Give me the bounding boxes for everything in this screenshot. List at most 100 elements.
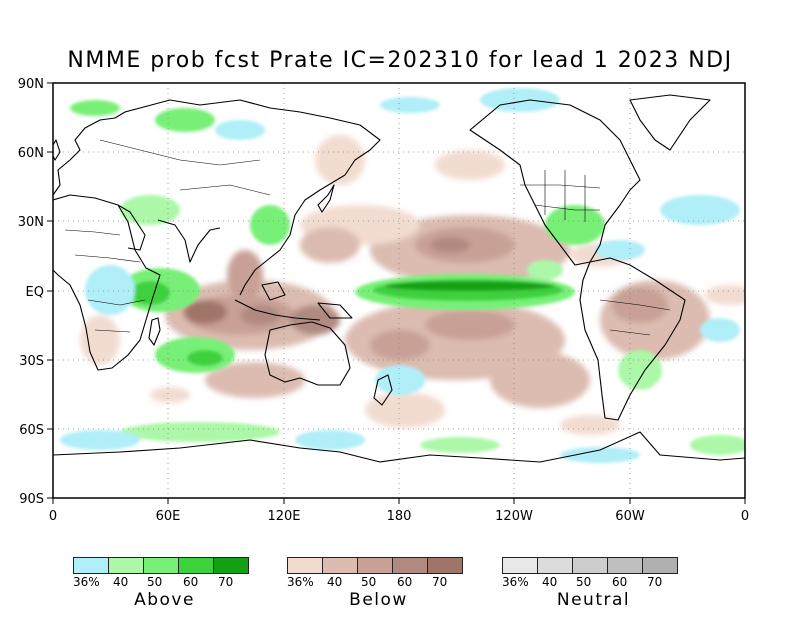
- legend-above-colorbar: [73, 557, 256, 574]
- legend-above-tick: 50: [147, 575, 163, 589]
- legend-above-tick: 70: [218, 575, 234, 589]
- below-patch: [490, 352, 590, 408]
- legend-below-name: Below: [349, 590, 408, 610]
- new-zealand-coast: [373, 374, 393, 406]
- below-patch: [183, 300, 227, 324]
- above-patch: [130, 281, 170, 305]
- legend-below-swatch: [287, 557, 323, 574]
- legend-below-swatch: [322, 557, 358, 574]
- legend-below-swatch: [427, 557, 463, 574]
- above-patch: [480, 88, 560, 112]
- above-patch: [250, 205, 290, 245]
- europe-coast: [53, 107, 141, 196]
- legend-above-swatch: [108, 557, 144, 574]
- legend-below-tick: 36%: [287, 575, 314, 589]
- borders: [64, 139, 671, 336]
- legend-below-tick: 50: [361, 575, 377, 589]
- legend-neutral-tick: 60: [612, 575, 628, 589]
- legend-neutral-swatch: [572, 557, 608, 574]
- above-patch: [545, 205, 605, 245]
- lat-label-60n: 60N: [18, 146, 44, 161]
- japan-coast: [317, 184, 335, 213]
- map-title: NMME prob fcst Prate IC=202310 for lead …: [67, 48, 733, 73]
- lon-labels: 0 60E 120E 180 120W 60W 0: [49, 509, 749, 524]
- below-patch: [205, 362, 305, 398]
- legend-below: 36% 40 50 60 70 Below: [287, 557, 470, 610]
- legend-below-tick: 70: [432, 575, 448, 589]
- north-america-coast: [469, 99, 641, 266]
- border: [599, 299, 671, 311]
- border: [179, 184, 271, 196]
- above-patch: [120, 422, 280, 442]
- border: [520, 184, 601, 189]
- new-guinea-coast: [317, 302, 353, 319]
- legend-above: 36% 40 50 60 70 Above: [73, 557, 256, 610]
- legend-above-tick: 60: [183, 575, 199, 589]
- greenland-coast: [629, 94, 711, 151]
- above-shading: [60, 88, 745, 463]
- antarctica-coast: [53, 431, 745, 463]
- border: [64, 229, 121, 236]
- above-patch: [420, 437, 500, 453]
- below-patch: [435, 150, 505, 180]
- legend-below-tick: 60: [397, 575, 413, 589]
- legend-neutral-tick: 40: [542, 575, 558, 589]
- border: [74, 254, 141, 263]
- border: [534, 204, 600, 211]
- lon-label-0-east: 0: [741, 509, 749, 524]
- above-patch: [560, 447, 640, 463]
- legend-below-colorbar: [287, 557, 470, 574]
- above-patch: [215, 120, 265, 140]
- madagascar-coast: [148, 317, 161, 346]
- tick-marks: [47, 82, 746, 504]
- legend-above-tick: 36%: [73, 575, 100, 589]
- lat-label-eq: EQ: [26, 285, 44, 300]
- lon-label-180: 180: [387, 509, 412, 524]
- above-patch: [375, 365, 425, 395]
- legend-below-swatch: [357, 557, 393, 574]
- border: [94, 329, 131, 333]
- above-patch: [70, 100, 120, 116]
- legend-neutral-name: Neutral: [556, 590, 631, 610]
- legend-below-swatch: [392, 557, 428, 574]
- legend-neutral-tick: 36%: [502, 575, 529, 589]
- above-patch: [85, 265, 135, 315]
- above-patch: [295, 430, 365, 450]
- coastlines: [53, 94, 745, 463]
- legend-above-swatch: [73, 557, 109, 574]
- legend-neutral-swatch: [502, 557, 538, 574]
- borneo-coast: [261, 281, 286, 301]
- above-patch: [700, 318, 740, 342]
- legend-neutral-swatch: [642, 557, 678, 574]
- below-patch: [560, 415, 620, 435]
- lon-label-0: 0: [49, 509, 57, 524]
- border: [99, 139, 261, 166]
- lat-label-30s: 30S: [19, 354, 44, 369]
- below-patch: [240, 305, 280, 325]
- australia-coast: [264, 321, 351, 386]
- gridlines: [53, 83, 745, 498]
- lat-label-90s: 90S: [19, 492, 44, 507]
- below-patch: [365, 392, 445, 428]
- africa-coast: [53, 194, 161, 371]
- above-patch: [120, 195, 180, 225]
- above-patch: [527, 260, 563, 280]
- border: [87, 299, 146, 306]
- legend-above-swatch: [143, 557, 179, 574]
- legend-above-name: Above: [134, 590, 195, 610]
- arabia-coast: [117, 204, 146, 251]
- above-patch: [595, 240, 645, 260]
- lat-label-90n: 90N: [18, 77, 44, 92]
- above-patch: [380, 97, 440, 113]
- above-patch: [660, 195, 740, 225]
- below-patch: [425, 310, 515, 340]
- lat-label-30n: 30N: [18, 215, 44, 230]
- below-shading: [80, 135, 745, 435]
- above-patch: [385, 281, 555, 291]
- above-patch: [155, 108, 215, 132]
- india-coast: [157, 219, 221, 263]
- border: [609, 329, 651, 336]
- below-patch: [150, 387, 190, 403]
- legend-neutral-swatch: [607, 557, 643, 574]
- south-america-coast: [579, 257, 686, 421]
